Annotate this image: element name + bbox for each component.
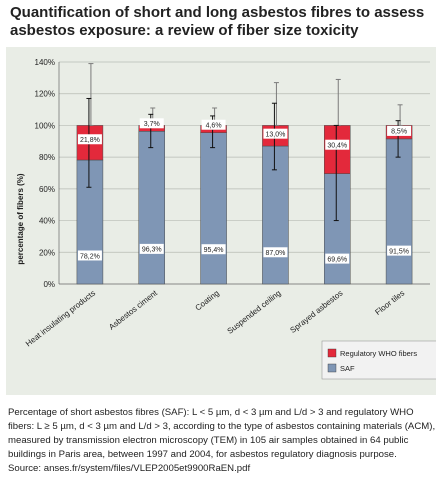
source-line: Source: anses.fr/system/files/VLEP2005et… <box>8 463 251 474</box>
data-label-who-box <box>77 134 102 145</box>
x-tick-label: Suspended ceiling <box>226 288 283 335</box>
data-label-saf: 91,5% <box>389 248 409 255</box>
data-label-saf: 96,3% <box>142 247 162 254</box>
x-tick-label: Sprayed asbestos <box>288 288 344 335</box>
y-axis-label: percentage of fibers (%) <box>16 173 25 264</box>
legend-box <box>321 340 436 380</box>
data-label-who-box <box>139 118 164 129</box>
legend-swatch-saf <box>327 363 337 373</box>
bar-saf <box>262 145 289 285</box>
legend-swatch-who <box>327 348 337 358</box>
x-tick-labels: Heat insulating products Asbestos ciment C… <box>24 288 406 348</box>
data-label-saf: 95,4% <box>204 247 224 254</box>
y-tick-label: 100% <box>35 121 55 130</box>
data-label-who-box <box>263 128 288 139</box>
data-label-who-box <box>201 119 226 130</box>
error-bars <box>86 63 403 222</box>
bars <box>76 125 413 285</box>
data-label-who: 13,0% <box>265 131 285 138</box>
data-label-who-box <box>387 125 412 136</box>
data-label-saf-box <box>201 244 226 255</box>
data-label-saf: 69,6% <box>327 256 347 263</box>
legend-label-saf: SAF <box>340 364 355 373</box>
chart-title: Quantification of short and long asbesto… <box>10 4 425 39</box>
x-tick-label: Asbestos ciment <box>107 288 159 332</box>
legend-label-who: Regulatory WHO fibers <box>340 349 417 358</box>
bar-saf <box>200 132 227 285</box>
data-label-who: 4,6% <box>206 123 222 130</box>
data-label-saf: 78,2% <box>80 253 100 260</box>
data-label-who: 8,5% <box>391 129 407 136</box>
data-label-saf-box <box>263 247 288 258</box>
data-label-who-box <box>325 139 350 150</box>
bar-saf <box>385 138 413 285</box>
caption-text: Percentage of short asbestos fibres (SAF… <box>8 407 436 460</box>
bar-saf <box>138 131 165 285</box>
y-tick-label: 140% <box>35 58 55 67</box>
y-tick-label: 40% <box>39 217 55 226</box>
data-label-saf: 87,0% <box>265 250 285 257</box>
legend: Regulatory WHO fibers SAF <box>321 340 436 380</box>
bar-saf <box>76 159 104 285</box>
x-tick-label: Coating <box>194 288 221 312</box>
chart-panel: percentage of fibers (%) 0% 20% 40% 60% 80% 1… <box>6 47 436 395</box>
data-label-saf-box <box>139 243 164 254</box>
data-label-who: 21,8% <box>80 137 100 144</box>
bar-saf <box>324 173 351 285</box>
y-tick-label: 20% <box>39 248 55 257</box>
x-tick-label: Floor tiles <box>373 288 406 316</box>
y-tick-label: 120% <box>35 90 55 99</box>
gridlines <box>59 61 430 285</box>
data-label-who: 30,4% <box>327 143 347 150</box>
stacked-bar-chart: percentage of fibers (%) 0% 20% 40% 60% 80% 1… <box>16 58 436 380</box>
y-tick-label: 0% <box>43 280 55 289</box>
x-tick-label: Heat insulating products <box>24 288 97 348</box>
data-label-saf-box <box>387 245 412 256</box>
data-label-who: 3,7% <box>144 121 160 128</box>
figure-caption: Percentage of short asbestos fibres (SAF… <box>8 406 436 476</box>
axes: percentage of fibers (%) 0% 20% 40% 60% 80% 1… <box>16 58 60 289</box>
data-label-saf-box <box>325 253 350 264</box>
data-labels: 21,8% 78,2% 3,7% 96,3% 4,6% 95,4% 13,0% 87,0% 30… <box>77 118 412 264</box>
data-label-saf-box <box>77 250 102 261</box>
y-tick-label: 60% <box>39 185 55 194</box>
y-tick-label: 80% <box>39 153 55 162</box>
